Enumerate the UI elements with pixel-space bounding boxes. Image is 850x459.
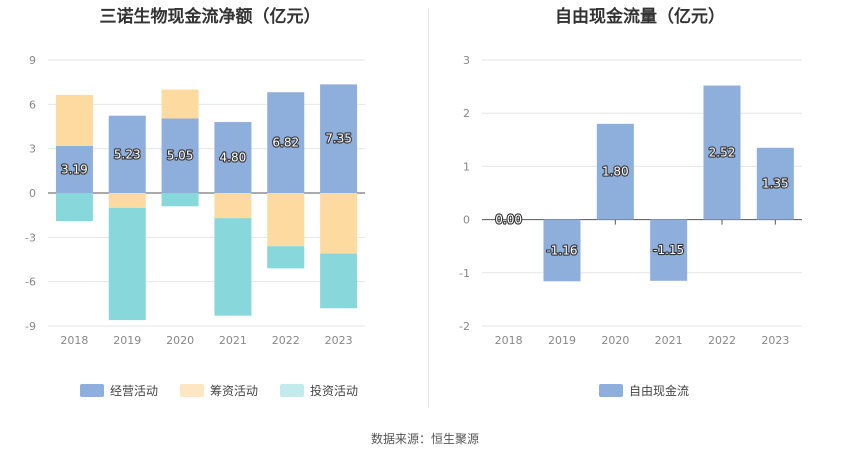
data-label-free-cash: 2.52	[709, 146, 736, 160]
data-label-operating: 7.35	[325, 132, 352, 146]
left-y-tick-label: 9	[29, 54, 36, 67]
bar-operating	[55, 145, 93, 193]
data-source-note: 数据来源：恒生聚源	[370, 432, 479, 446]
left-chart-title: 三诺生物现金流净额（亿元）	[99, 7, 321, 27]
right-x-tick-label: 2021	[655, 334, 683, 347]
legend-swatch-financing	[180, 384, 205, 397]
data-label-operating: 3.19	[61, 162, 88, 176]
right-y-tick-label: 2	[463, 107, 470, 120]
right-y-tick-label: 1	[463, 160, 470, 173]
left-legend: 经营活动 筹资活动 投资活动	[80, 382, 380, 399]
left-x-tick-label: 2022	[272, 334, 300, 347]
bar-investing	[320, 253, 358, 309]
bar-financing	[267, 193, 305, 247]
right-x-tick-label: 2022	[708, 334, 736, 347]
bar-free-cash	[543, 219, 581, 282]
legend-item-investing[interactable]: 投资活动	[280, 382, 358, 399]
right-y-tick-label: -1	[459, 267, 470, 280]
bar-free-cash	[756, 147, 794, 220]
bar-free-cash	[650, 219, 688, 281]
left-y-tick-label: -6	[25, 276, 36, 289]
bar-operating	[108, 115, 146, 193]
data-label-free-cash: 1.35	[762, 177, 789, 191]
bar-free-cash	[596, 123, 634, 220]
left-x-tick-label: 2021	[219, 334, 247, 347]
left-y-tick-label: 3	[29, 143, 36, 156]
right-legend: 自由现金流	[599, 382, 711, 399]
legend-swatch-free-cash	[599, 384, 623, 397]
legend-swatch-operating	[80, 384, 104, 397]
bar-operating	[161, 118, 199, 193]
bar-financing	[55, 94, 93, 146]
bar-financing	[214, 193, 252, 219]
data-label-free-cash: 1.80	[602, 165, 629, 179]
legend-label-financing: 筹资活动	[210, 384, 259, 398]
left-y-tick-label: 0	[29, 187, 36, 200]
legend-label-operating: 经营活动	[110, 384, 159, 398]
right-y-tick-label: 3	[463, 54, 470, 67]
data-label-free-cash: -1.16	[546, 243, 577, 257]
right-x-tick-label: 2020	[601, 334, 629, 347]
left-x-tick-label: 2018	[60, 334, 88, 347]
legend-item-financing[interactable]: 筹资活动	[180, 382, 258, 399]
cash-flow-net-chart: 9 6 3 0 -3 -6 -9 2018 2019 2020 2021 2022 2023 3.19 5.…	[25, 54, 365, 347]
bar-operating	[320, 84, 358, 193]
right-x-tick-label: 2023	[761, 334, 789, 347]
left-x-tick-label: 2020	[166, 334, 194, 347]
left-x-tick-label: 2023	[325, 334, 353, 347]
bar-free-cash	[703, 85, 741, 220]
chart-divider	[428, 8, 429, 408]
bar-financing	[161, 89, 199, 119]
bar-investing	[55, 193, 93, 222]
bar-investing	[267, 246, 305, 269]
bar-financing	[320, 193, 358, 254]
left-y-tick-label: -9	[25, 320, 36, 333]
right-x-tick-label: 2018	[495, 334, 523, 347]
legend-swatch-investing	[280, 384, 305, 397]
data-label-free-cash: 0.00	[495, 213, 522, 227]
left-y-tick-label: 6	[29, 98, 36, 111]
data-label-operating: 4.80	[220, 151, 247, 165]
legend-label-free-cash: 自由现金流	[629, 384, 690, 398]
right-y-tick-label: -2	[459, 320, 470, 333]
data-label-operating: 5.23	[114, 147, 141, 161]
bar-financing	[108, 193, 146, 208]
bar-investing	[214, 218, 252, 316]
data-label-free-cash: -1.15	[653, 243, 684, 257]
bar-investing	[108, 207, 146, 321]
bar-investing	[161, 193, 199, 207]
left-y-tick-label: -3	[25, 231, 36, 244]
legend-item-operating[interactable]: 经营活动	[80, 382, 158, 399]
data-label-operating: 5.05	[167, 149, 194, 163]
free-cash-flow-chart: 3 2 1 0 -1 -2 2018 2019 2020 2021 2022 2023 0.00 -1.1…	[459, 54, 802, 347]
right-chart-title: 自由现金流量（亿元）	[555, 7, 725, 27]
right-y-tick-label: 0	[463, 214, 470, 227]
legend-item-free-cash[interactable]: 自由现金流	[599, 382, 689, 399]
data-label-operating: 6.82	[272, 136, 299, 150]
bar-operating	[267, 92, 305, 193]
left-x-tick-label: 2019	[113, 334, 141, 347]
legend-label-investing: 投资活动	[310, 384, 359, 398]
bar-operating	[214, 122, 252, 193]
right-x-tick-label: 2019	[548, 334, 576, 347]
